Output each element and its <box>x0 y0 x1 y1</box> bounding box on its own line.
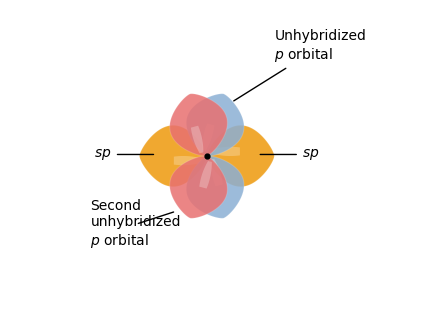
Polygon shape <box>174 156 202 165</box>
Polygon shape <box>212 147 240 156</box>
Text: $sp$: $sp$ <box>260 147 319 162</box>
Text: Unhybridized
$p$ orbital: Unhybridized $p$ orbital <box>234 29 366 101</box>
Polygon shape <box>170 156 227 218</box>
Polygon shape <box>210 159 223 186</box>
Polygon shape <box>139 125 207 187</box>
Text: Second
unhybridized
$p$ orbital: Second unhybridized $p$ orbital <box>90 199 181 250</box>
Polygon shape <box>202 124 214 151</box>
Polygon shape <box>186 156 244 218</box>
Polygon shape <box>199 161 212 188</box>
Polygon shape <box>186 94 244 156</box>
Polygon shape <box>207 125 274 187</box>
Text: $sp$: $sp$ <box>95 147 153 162</box>
Polygon shape <box>191 126 203 153</box>
Polygon shape <box>170 94 227 156</box>
